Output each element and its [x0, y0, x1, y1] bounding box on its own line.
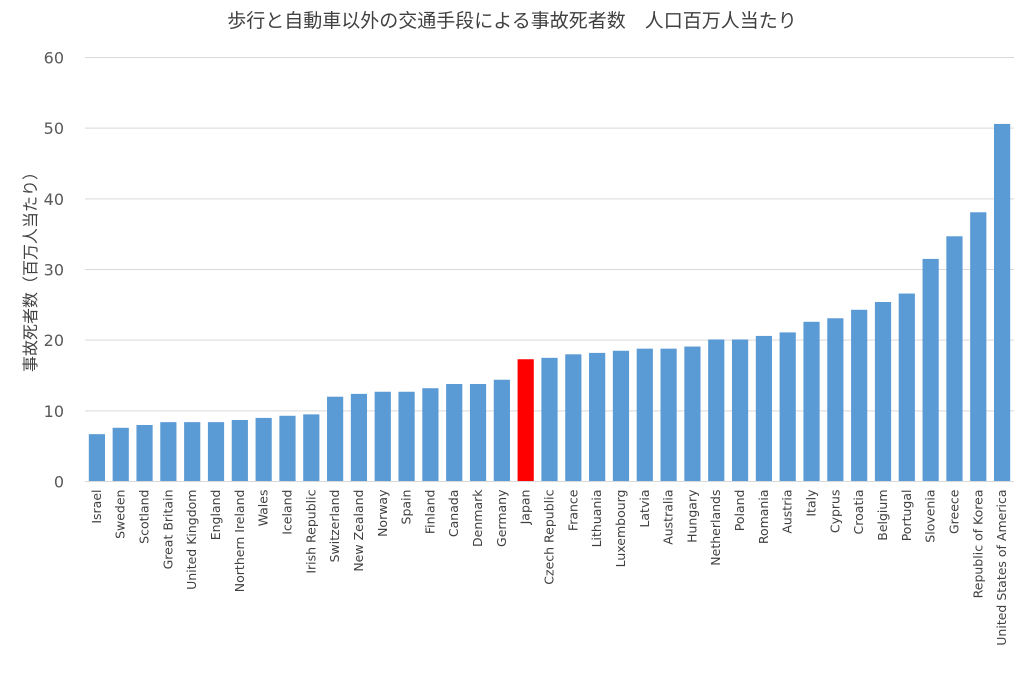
bar	[112, 427, 129, 482]
y-tick-label: 20	[44, 331, 64, 350]
x-tick-label: Poland	[732, 490, 747, 532]
bar	[970, 212, 987, 482]
x-tick-label: Italy	[804, 489, 819, 517]
x-tick-label: Hungary	[684, 489, 699, 543]
bar	[446, 383, 463, 482]
bar	[946, 236, 963, 482]
bar	[779, 332, 796, 482]
bar	[350, 393, 368, 482]
x-tick-label: Sweden	[113, 490, 128, 539]
bar	[398, 391, 415, 482]
x-tick-label: Republic of Korea	[970, 490, 985, 599]
y-tick-label: 0	[54, 473, 64, 492]
bar	[731, 339, 749, 482]
bar	[851, 309, 868, 482]
x-tick-label: Scotland	[137, 490, 152, 544]
bar	[517, 359, 534, 482]
x-tick-label: England	[208, 490, 223, 541]
x-tick-label: Canada	[446, 490, 461, 538]
x-tick-label: Northern Ireland	[232, 490, 247, 593]
bar	[255, 417, 272, 482]
y-tick-label: 60	[44, 49, 64, 68]
bar	[827, 318, 844, 482]
x-tick-label: Belgium	[875, 490, 890, 541]
bar	[708, 339, 725, 482]
bar	[231, 420, 248, 482]
bar	[184, 422, 201, 482]
bar	[922, 258, 939, 482]
bar	[493, 379, 510, 482]
x-tick-label: France	[565, 489, 580, 531]
bar	[636, 348, 653, 482]
x-tick-label: Austria	[780, 490, 795, 534]
x-tick-label: Great Britain	[160, 490, 175, 570]
bar	[684, 346, 701, 482]
bar	[207, 422, 225, 482]
bar	[755, 335, 772, 482]
bar	[993, 123, 1011, 482]
x-tick-label: Portugal	[899, 490, 914, 542]
bar	[279, 415, 296, 482]
bar	[898, 293, 915, 482]
x-tick-label: United States of America	[994, 490, 1009, 646]
y-tick-label: 30	[44, 261, 64, 280]
x-tick-label: Wales	[256, 490, 271, 527]
x-tick-label: Denmark	[470, 489, 485, 547]
bar	[160, 422, 177, 482]
x-tick-label: Croatia	[851, 490, 866, 535]
bar	[136, 424, 153, 482]
bar	[541, 357, 558, 482]
x-tick-label: Japan	[518, 490, 533, 526]
x-tick-label: New Zealand	[351, 490, 366, 572]
bar	[374, 391, 391, 482]
x-tick-label: Switzerland	[327, 490, 342, 563]
y-tick-label: 50	[44, 119, 64, 138]
bar	[565, 354, 582, 482]
x-tick-label: Australia	[661, 490, 676, 545]
bar	[327, 396, 344, 482]
bar	[589, 352, 606, 482]
x-tick-label: Spain	[399, 490, 414, 525]
bar	[612, 350, 630, 482]
x-tick-label: Norway	[375, 489, 390, 537]
y-tick-label: 40	[44, 190, 64, 209]
x-tick-label: United Kingdom	[184, 490, 199, 590]
y-axis-label: 事故死者数（百万人当たり）	[21, 163, 40, 373]
x-tick-label: Cyprus	[827, 490, 842, 534]
x-tick-label: Iceland	[279, 490, 294, 535]
x-tick-label: Netherlands	[708, 490, 723, 566]
x-tick-label: Latvia	[637, 490, 652, 528]
chart-title: 歩行と自動車以外の交通手段による事故死者数 人口百万人当たり	[227, 10, 797, 32]
x-tick-label: Finland	[422, 490, 437, 535]
x-tick-label: Lithuania	[589, 490, 604, 548]
x-tick-label: Germany	[494, 489, 509, 547]
x-tick-label: Greece	[946, 489, 961, 534]
y-tick-label: 10	[44, 402, 64, 421]
bar	[303, 414, 320, 482]
bar	[422, 388, 439, 482]
bar	[660, 348, 677, 482]
bar	[803, 321, 820, 482]
x-tick-label: Israel	[89, 490, 104, 524]
x-tick-label: Romania	[756, 490, 771, 545]
bar	[874, 302, 892, 482]
bar	[469, 383, 487, 482]
x-tick-label: Irish Republic	[303, 489, 318, 573]
x-tick-label: Luxembourg	[613, 490, 628, 568]
x-tick-label: Czech Republic	[542, 489, 557, 584]
x-tick-label: Slovenia	[923, 490, 938, 543]
bar	[88, 434, 106, 482]
